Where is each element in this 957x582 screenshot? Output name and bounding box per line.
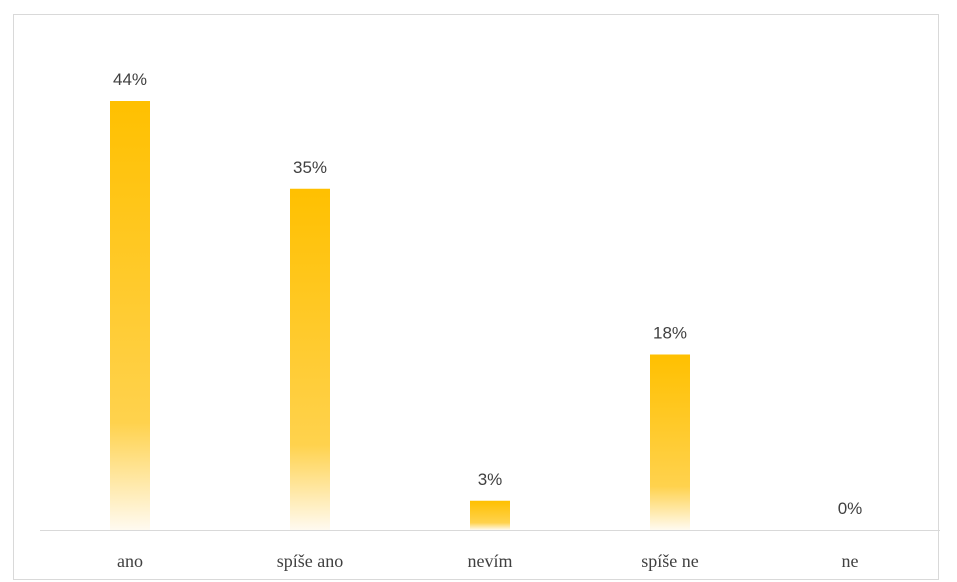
value-label-3: 18% [653, 324, 687, 343]
bar-0 [110, 101, 150, 530]
category-label-3: spíše ne [641, 551, 699, 571]
category-labels-group: ano spíše ano nevím spíše ne ne [117, 551, 859, 571]
bar-2 [470, 500, 510, 530]
category-label-1: spíše ano [277, 551, 344, 571]
chart-frame [13, 14, 939, 580]
value-label-0: 44% [113, 70, 147, 89]
value-label-4: 0% [838, 499, 863, 518]
category-label-2: nevím [468, 551, 513, 571]
bars-group [110, 101, 690, 530]
category-label-0: ano [117, 551, 143, 571]
category-label-4: ne [842, 551, 859, 571]
value-label-2: 3% [478, 470, 503, 489]
bar-3 [650, 354, 690, 530]
value-labels-group: 44% 35% 3% 18% 0% [113, 70, 862, 518]
value-label-1: 35% [293, 158, 327, 177]
bar-1 [290, 188, 330, 530]
